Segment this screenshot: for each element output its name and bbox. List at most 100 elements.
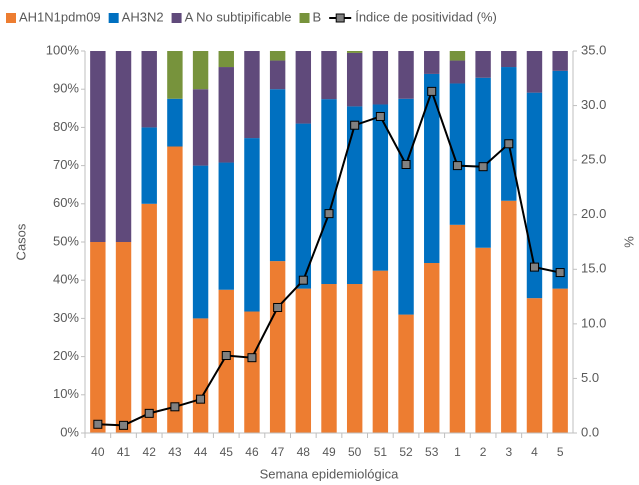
line-marker (478, 162, 488, 172)
line-marker (324, 209, 334, 219)
x-tick-label: 44 (194, 445, 208, 459)
bar-segment (372, 270, 389, 433)
bar-segment (141, 127, 157, 204)
x-tick-label: 5 (557, 445, 564, 459)
x-tick-label: 1 (454, 445, 461, 459)
legend-label: AH3N2 (122, 9, 164, 24)
bar-segment (295, 288, 312, 433)
y2-tick-label: 30.0 (581, 97, 606, 112)
x-tick-label: 3 (505, 445, 512, 459)
legend-swatch (335, 13, 345, 23)
y-tick-label: 70% (53, 157, 79, 172)
line-marker (247, 353, 257, 363)
bar-segment (346, 51, 363, 53)
y2-tick-label: 5.0 (581, 370, 599, 385)
bar-segment (218, 162, 234, 290)
bar-segment (449, 83, 466, 225)
bar-segment (90, 242, 106, 433)
bar-segment (475, 51, 491, 78)
x-tick-label: 50 (348, 445, 362, 459)
bar-segment (321, 284, 337, 433)
y-tick-label: 60% (53, 195, 79, 210)
y-tick-label: 80% (53, 119, 79, 134)
bar-segment (475, 247, 491, 433)
bar-segment (346, 106, 363, 285)
bar-segment (141, 51, 157, 128)
line-marker (350, 120, 360, 130)
bar-segment (218, 51, 234, 68)
bar-segment (552, 70, 568, 289)
legend-swatch (108, 13, 119, 23)
legend-label: B (313, 9, 322, 24)
line-marker (221, 351, 231, 361)
y-tick-label: 30% (53, 310, 79, 325)
line-marker (375, 111, 385, 121)
bar-segment (167, 146, 183, 433)
line-marker (427, 86, 437, 96)
y2-tick-label: 10.0 (581, 315, 606, 330)
x-tick-label: 51 (374, 445, 388, 459)
bar-segment (501, 200, 517, 433)
legend-swatch (6, 13, 16, 23)
bar-segment (552, 288, 568, 433)
line-marker (504, 139, 514, 149)
bar-segment (552, 51, 568, 71)
line-marker (144, 408, 154, 418)
bar-segment (90, 51, 106, 242)
bar-segment (501, 51, 517, 68)
legend-swatch (299, 13, 310, 23)
y-tick-label: 90% (53, 81, 79, 96)
bar-segment (424, 73, 440, 264)
line-marker (273, 302, 283, 312)
bar-segment (115, 51, 132, 242)
x-tick-label: 4 (531, 445, 538, 459)
y2-tick-label: 35.0 (581, 42, 606, 57)
bar-segment (372, 51, 389, 105)
bar-segment (346, 284, 363, 433)
bar-segment (244, 51, 260, 139)
legend-swatch (171, 13, 182, 23)
bar-segment (526, 51, 543, 93)
bar-segment (424, 51, 440, 74)
y2-tick-label: 20.0 (581, 206, 606, 221)
y-tick-label: 10% (53, 386, 79, 401)
bar-segment (398, 98, 414, 315)
y-tick-label: 100% (46, 42, 80, 57)
x-tick-label: 2 (480, 445, 487, 459)
x-axis-title: Semana epidemiológica (260, 466, 400, 481)
y-axis-title: Casos (13, 223, 28, 260)
y2-axis-title: % (621, 236, 636, 248)
x-tick-label: 46 (245, 445, 259, 459)
bar-segment (167, 98, 183, 147)
legend-label: A No subtipificable (185, 9, 292, 24)
bar-segment (269, 261, 286, 433)
bar-segment (218, 67, 234, 163)
bar-segment (372, 104, 389, 271)
line-marker (119, 420, 129, 430)
bar-segment (192, 318, 209, 433)
bar-segment (398, 51, 414, 99)
line-marker (555, 268, 565, 278)
bar-segment (167, 51, 183, 99)
bar-segment (192, 165, 209, 319)
y-tick-label: 40% (53, 272, 79, 287)
bar-segment (346, 52, 363, 107)
bar-segment (115, 242, 132, 433)
bar-segment (295, 123, 312, 289)
x-tick-label: 48 (297, 445, 311, 459)
bar-segment (295, 51, 312, 124)
bar-segment (321, 99, 337, 285)
y-tick-label: 0% (60, 424, 79, 439)
bar-segment (526, 298, 543, 433)
x-tick-label: 49 (322, 445, 336, 459)
line-marker (401, 160, 411, 170)
x-tick-label: 45 (220, 445, 234, 459)
x-tick-label: 47 (271, 445, 285, 459)
x-tick-label: 40 (91, 445, 105, 459)
y-tick-label: 50% (53, 233, 79, 248)
bar-segment (501, 67, 517, 201)
bar-segment (398, 314, 414, 433)
line-marker (170, 402, 180, 412)
bar-segment (449, 51, 466, 61)
y-tick-label: 20% (53, 348, 79, 363)
